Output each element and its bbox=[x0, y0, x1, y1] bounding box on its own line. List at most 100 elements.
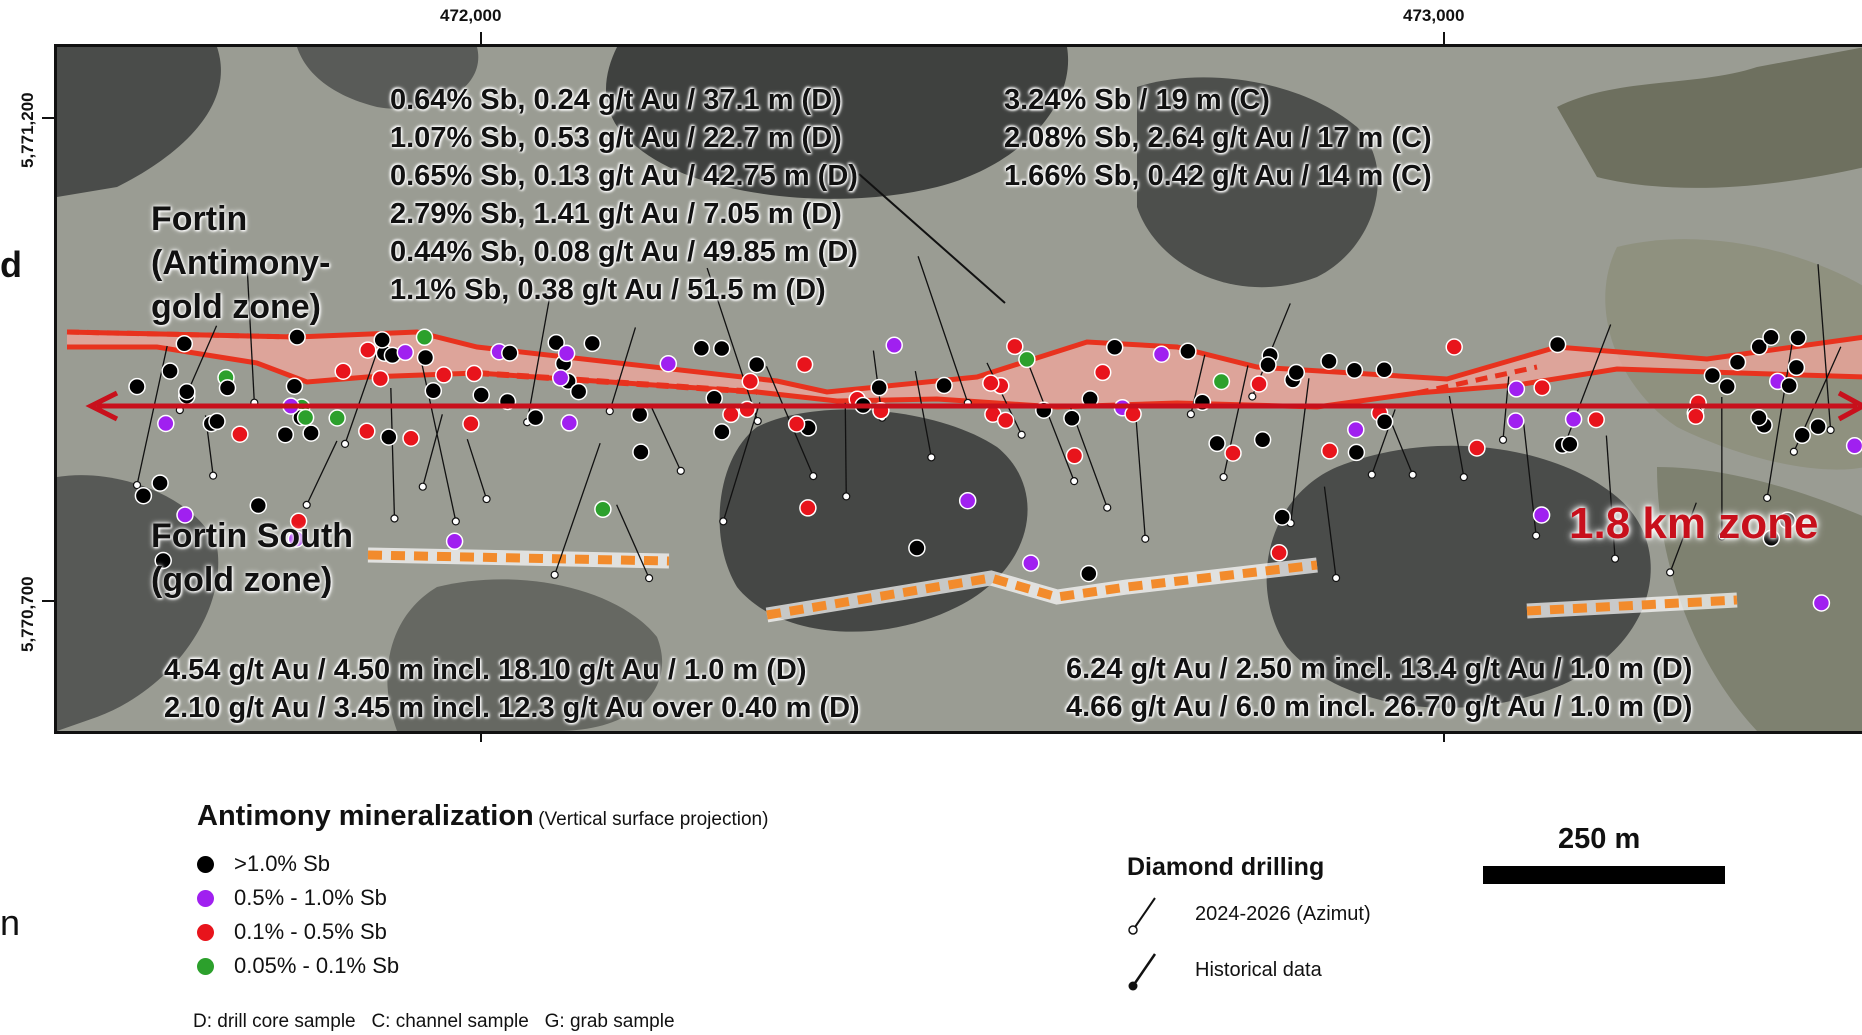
black-dot-icon bbox=[197, 855, 214, 873]
sample-dot bbox=[1320, 442, 1339, 460]
drillhole-traces bbox=[132, 256, 1842, 583]
sample-dot bbox=[1762, 529, 1781, 548]
sample-dot bbox=[176, 506, 194, 524]
sample-dot bbox=[1532, 506, 1551, 524]
sample-dot bbox=[1208, 434, 1226, 453]
sample-dot bbox=[1270, 544, 1288, 562]
sample-dot bbox=[1506, 412, 1525, 430]
sample-dot bbox=[334, 362, 352, 380]
channel-assay-annotations: 3.24% Sb / 19 m (C) 2.08% Sb, 2.64 g/t A… bbox=[1004, 81, 1432, 195]
sample-dot bbox=[1789, 329, 1807, 347]
sample-dot bbox=[371, 369, 390, 388]
drillhole-trace bbox=[1290, 378, 1310, 524]
legend-item-label: >1.0% Sb bbox=[234, 851, 331, 876]
assay-result: 1.66% Sb, 0.42 g/t Au / 14 m (C) bbox=[1004, 160, 1432, 192]
sample-dot bbox=[557, 344, 576, 363]
sample-dot bbox=[551, 369, 570, 387]
sample-dot bbox=[288, 328, 306, 346]
sample-dot bbox=[445, 532, 464, 551]
sample-dot bbox=[1179, 342, 1197, 361]
drillhole-collar bbox=[1459, 473, 1468, 482]
sample-dot bbox=[134, 486, 153, 505]
drillhole-collar bbox=[1789, 447, 1798, 456]
sample-dot bbox=[1105, 338, 1124, 356]
mineralization-legend: Antimony mineralization (Vertical surfac… bbox=[197, 800, 768, 983]
assay-result: 0.44% Sb, 0.08 g/t Au / 49.85 m (D) bbox=[390, 236, 858, 268]
drillhole-collar bbox=[1763, 493, 1772, 503]
drillhole-collar bbox=[1498, 435, 1508, 444]
map-frame[interactable]: 0.64% Sb, 0.24 g/t Au / 37.1 m (D) 1.07%… bbox=[54, 44, 1862, 734]
sample-dot bbox=[1762, 328, 1780, 346]
sample-dot bbox=[1750, 338, 1768, 356]
sample-dot bbox=[501, 344, 519, 362]
sample-dot bbox=[1212, 372, 1231, 391]
sample-dot bbox=[231, 425, 249, 443]
sample-dot bbox=[713, 423, 731, 441]
drillhole-collar bbox=[1331, 573, 1341, 583]
drillhole-trace bbox=[1135, 421, 1146, 539]
sample-dot bbox=[1250, 375, 1268, 393]
lake-shape bbox=[605, 47, 1069, 199]
drillhole-trace bbox=[1766, 331, 1795, 499]
sample-dot bbox=[692, 339, 711, 357]
lake-shape bbox=[57, 47, 221, 197]
assay-result: 1.07% Sb, 0.53 g/t Au / 22.7 m (D) bbox=[390, 122, 842, 154]
sample-dot bbox=[560, 414, 579, 432]
sample-dot bbox=[630, 405, 649, 424]
drillhole-trace bbox=[390, 388, 396, 519]
scale-bar-label: 250 m bbox=[1558, 823, 1641, 855]
sample-dot bbox=[1793, 426, 1811, 445]
south-left-assay-annotations: 4.54 g/t Au / 4.50 m incl. 18.10 g/t Au … bbox=[164, 651, 860, 727]
lake-shape bbox=[387, 579, 663, 731]
sample-dot bbox=[799, 499, 817, 517]
drillhole-trace bbox=[651, 407, 682, 472]
legend-item-historical-drilling: Historical data bbox=[1127, 942, 1371, 998]
purple-dot-icon bbox=[197, 889, 214, 907]
sample-dot bbox=[908, 539, 926, 557]
drillhole-trace bbox=[466, 438, 488, 500]
legend-item-label: Historical data bbox=[1195, 958, 1322, 981]
sample-dot bbox=[787, 415, 806, 433]
drillhole-collar bbox=[340, 439, 350, 448]
vegetation-shape bbox=[1557, 47, 1862, 188]
legend-subtitle: (Vertical surface projection) bbox=[538, 809, 769, 830]
sample-dot bbox=[358, 422, 376, 440]
sample-dot bbox=[1561, 435, 1579, 453]
sample-dot bbox=[594, 500, 612, 519]
sample-dot bbox=[712, 339, 731, 358]
legend-item-label: 0.05% - 0.1% Sb bbox=[234, 953, 400, 978]
sample-dot bbox=[151, 474, 169, 492]
sample-dot bbox=[472, 386, 490, 404]
assay-result: 1.1% Sb, 0.38 g/t Au / 51.5 m (D) bbox=[390, 274, 826, 306]
sample-dot bbox=[1750, 408, 1768, 427]
zone-label-line: Fortin South bbox=[151, 517, 354, 555]
drillhole-collar bbox=[753, 416, 762, 426]
sample-dot bbox=[1287, 363, 1306, 382]
sample-dot bbox=[302, 424, 320, 442]
sample-dot bbox=[1080, 564, 1098, 583]
drillhole-trace bbox=[1817, 264, 1832, 431]
drillhole-trace bbox=[1448, 395, 1465, 478]
sample-dot bbox=[416, 348, 435, 367]
assay-result: 2.10 g/t Au / 3.45 m incl. 12.3 g/t Au o… bbox=[164, 692, 860, 724]
sample-dot bbox=[462, 415, 480, 433]
sample-dot bbox=[659, 354, 678, 373]
drillhole-collar bbox=[1408, 470, 1417, 479]
sample-dot bbox=[175, 334, 194, 353]
drillhole-collar bbox=[390, 514, 399, 523]
sample-dot bbox=[547, 333, 565, 352]
axis-ticks bbox=[42, 32, 1445, 742]
sample-dot bbox=[1320, 352, 1338, 370]
drillhole-collar bbox=[132, 480, 142, 490]
sample-dot bbox=[996, 411, 1015, 430]
sample-dot bbox=[1224, 444, 1242, 462]
green-dot-icon bbox=[197, 957, 214, 975]
sample-dot bbox=[1375, 412, 1394, 431]
sample-dot bbox=[402, 429, 420, 447]
sample-dot bbox=[1445, 338, 1463, 356]
lake-shape bbox=[297, 47, 479, 109]
drillhole-trace bbox=[1605, 435, 1616, 559]
assay-result: 2.79% Sb, 1.41 g/t Au / 7.05 m (D) bbox=[390, 198, 842, 230]
drillhole-collar bbox=[605, 407, 614, 416]
sample-dot bbox=[1507, 380, 1526, 398]
